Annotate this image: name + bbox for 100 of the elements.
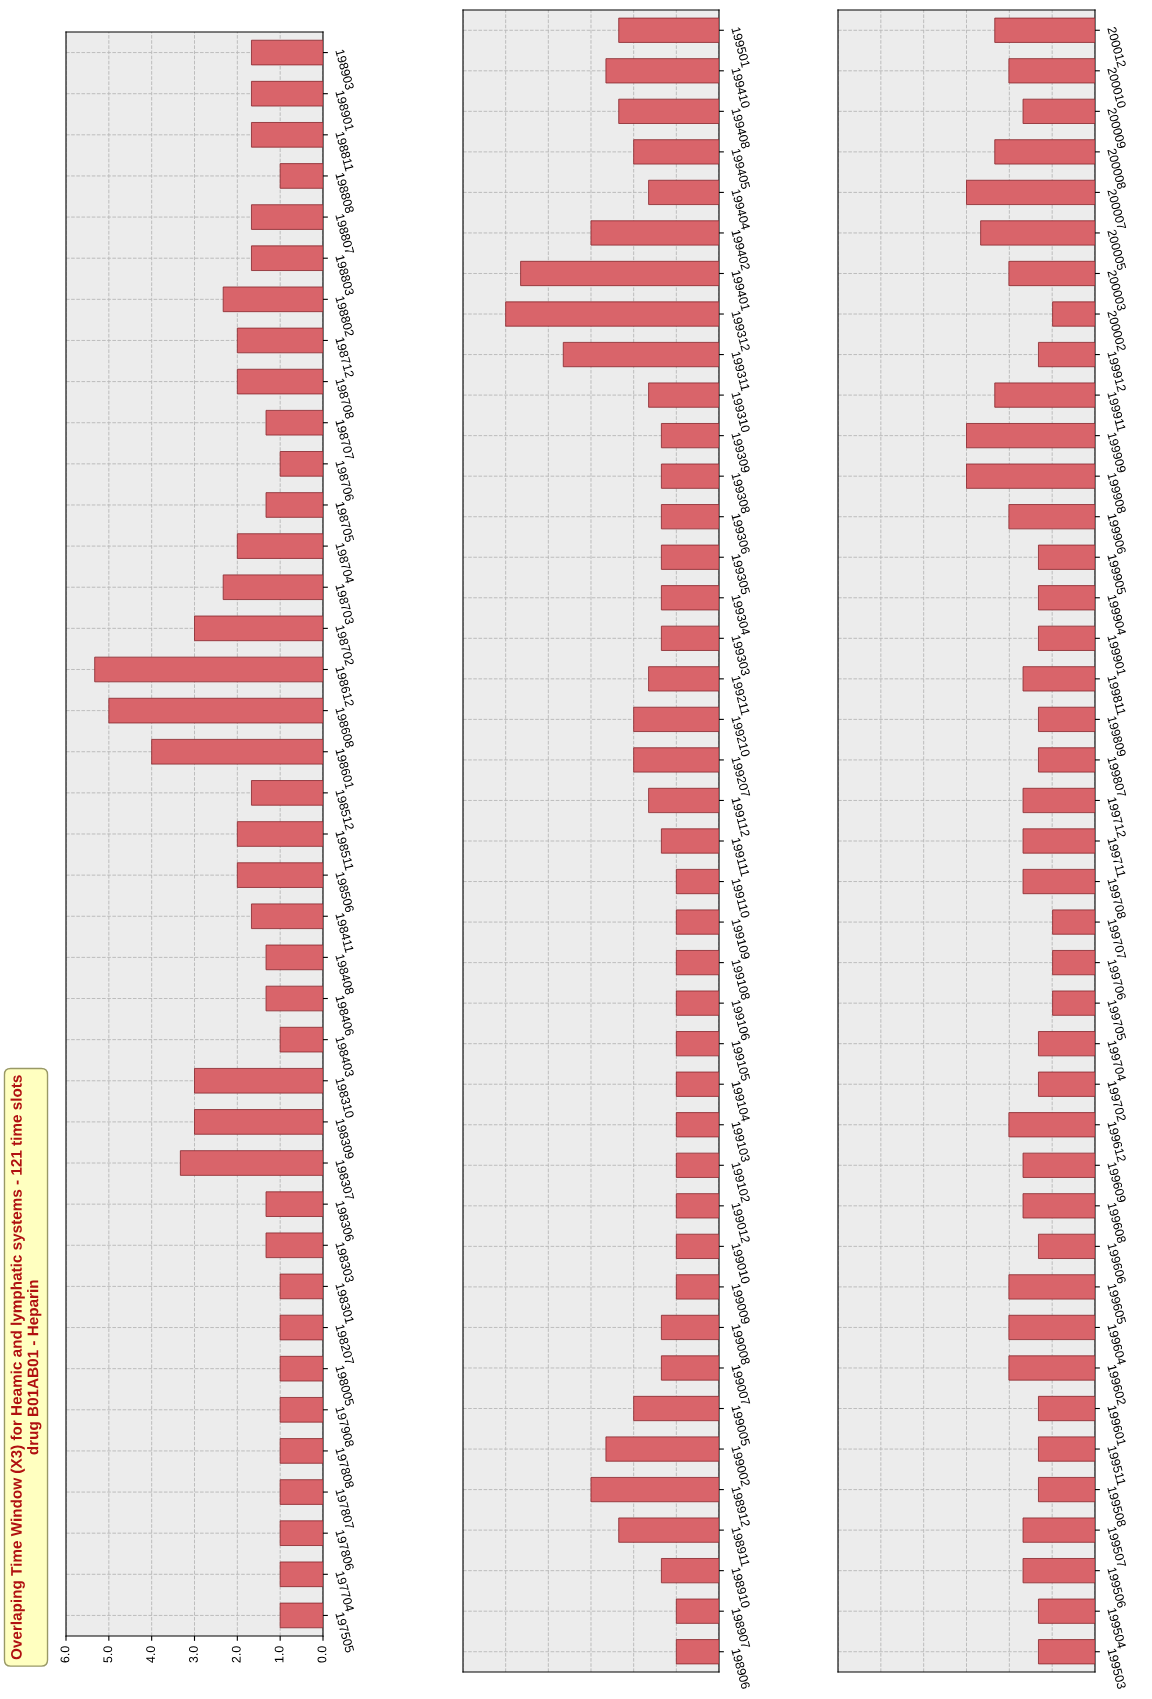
y-tick-label: 199007	[731, 1364, 751, 1406]
bar	[675, 1152, 719, 1178]
bar	[1038, 585, 1095, 611]
y-tick-label: 199707	[1107, 918, 1127, 960]
y-tick-label: 199901	[1107, 634, 1127, 676]
bar	[1038, 1436, 1095, 1462]
y-tick-label: 199402	[731, 229, 751, 271]
y-tick-label: 199501	[731, 26, 751, 68]
y-tick-label: 199310	[731, 391, 751, 433]
y-tick-label: 197808	[335, 1447, 355, 1489]
y-tick-label: 199304	[731, 594, 751, 636]
y-tick-label: 198512	[335, 789, 355, 831]
y-tick-label: 199504	[1107, 1607, 1127, 1649]
bar	[236, 368, 323, 395]
y-tick-label: 198406	[335, 994, 355, 1037]
bar	[648, 179, 719, 205]
bar	[675, 1071, 719, 1097]
bar	[660, 1558, 719, 1584]
bar	[1052, 990, 1095, 1016]
y-tick-label: 198310	[335, 1077, 355, 1119]
bar	[675, 1031, 719, 1057]
y-tick-label: 199602	[1107, 1364, 1127, 1406]
bar	[1038, 1071, 1095, 1097]
y-tick-label: 199109	[731, 918, 751, 960]
bar	[251, 122, 323, 148]
y-tick-label: 198707	[335, 419, 355, 461]
bar	[1008, 260, 1095, 287]
bar	[1038, 1233, 1095, 1259]
y-tick-label: 198901	[335, 90, 355, 132]
y-tick-label: 200012	[1107, 26, 1127, 68]
bar	[590, 1477, 719, 1503]
bar	[675, 950, 719, 976]
y-tick-label: 198807	[335, 213, 355, 255]
y-tick-label: 199605	[1107, 1283, 1127, 1325]
y-tick-label: 198511	[335, 830, 355, 871]
bar	[251, 80, 323, 107]
bar	[279, 1479, 323, 1505]
x-tick-label: 2.0	[231, 1646, 241, 1663]
bar	[633, 747, 719, 773]
y-tick-label: 199604	[1107, 1323, 1127, 1366]
bar	[966, 179, 1095, 205]
bar	[279, 1397, 323, 1423]
bar	[994, 139, 1095, 165]
bar	[265, 985, 323, 1012]
y-tick-label: 200003	[1107, 269, 1127, 312]
bar	[675, 1598, 719, 1624]
y-tick-label: 198408	[335, 953, 355, 995]
y-tick-label: 199410	[731, 67, 751, 109]
bar	[279, 1273, 323, 1300]
bar	[194, 1068, 323, 1094]
y-tick-label: 199609	[1107, 1161, 1127, 1203]
y-tick-label: 199102	[731, 1161, 751, 1203]
bar	[1022, 1558, 1095, 1584]
bar	[1022, 98, 1095, 124]
y-tick-label: 199112	[731, 796, 751, 838]
bar	[660, 423, 719, 449]
y-tick-label: 198306	[335, 1200, 355, 1242]
y-tick-label: 199909	[1107, 432, 1127, 474]
bar	[633, 139, 719, 165]
bar	[251, 39, 323, 66]
y-tick-label: 199110	[731, 878, 751, 919]
bar	[265, 944, 323, 971]
bar	[605, 58, 719, 84]
y-tick-label: 198811	[335, 131, 355, 172]
bar	[236, 862, 323, 888]
bar	[660, 625, 719, 651]
y-tick-label: 198403	[335, 1036, 355, 1078]
bar	[251, 903, 323, 930]
bar	[660, 463, 719, 489]
bar	[618, 1517, 719, 1543]
bar	[994, 382, 1095, 408]
bar	[660, 585, 719, 611]
y-tick-label: 198702	[335, 624, 355, 666]
y-tick-label: 199002	[731, 1445, 751, 1487]
y-tick-label: 198608	[335, 707, 355, 749]
bar	[279, 1561, 323, 1588]
bar	[648, 787, 719, 814]
y-tick-label: 199311	[731, 351, 751, 392]
bar	[675, 1193, 719, 1219]
bar	[1022, 868, 1095, 895]
y-tick-label: 199508	[1107, 1486, 1127, 1528]
y-tick-label: 198506	[335, 871, 355, 913]
y-tick-label: 199606	[1107, 1242, 1127, 1284]
x-tick-label: 3.0	[189, 1646, 198, 1663]
bar	[236, 327, 323, 354]
bar	[980, 220, 1095, 246]
x-tick-label: 4.0	[146, 1646, 156, 1663]
y-tick-label: 198411	[335, 912, 355, 953]
bar	[1022, 1193, 1095, 1219]
bar	[618, 98, 719, 124]
y-tick-label: 199807	[1107, 756, 1127, 798]
y-tick-label: 199106	[731, 999, 751, 1041]
bar	[279, 1520, 323, 1546]
y-tick-label: 199401	[731, 269, 751, 312]
bar	[1022, 1152, 1095, 1178]
bar	[505, 301, 719, 327]
y-tick-label: 198307	[335, 1159, 355, 1201]
y-tick-label: 198309	[335, 1118, 355, 1160]
y-tick-label: 199103	[731, 1121, 751, 1163]
bar	[1038, 1031, 1095, 1057]
